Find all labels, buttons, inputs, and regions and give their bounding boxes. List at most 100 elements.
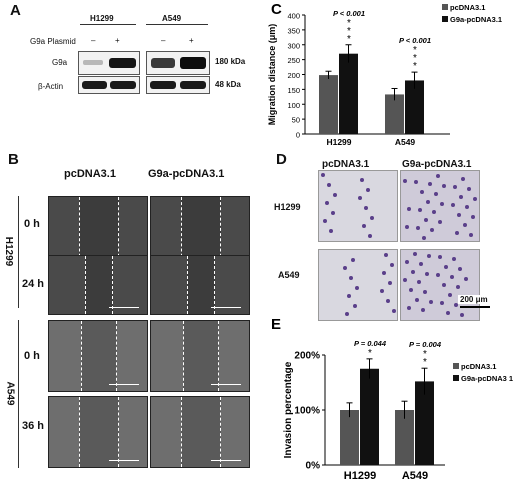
invasion-image: [400, 249, 480, 321]
y-tick-label: 100%: [294, 406, 320, 417]
invaded-cell: [327, 183, 331, 187]
scratch-image: [150, 255, 250, 315]
invaded-cell: [455, 231, 459, 235]
invaded-cell: [467, 187, 471, 191]
scale-bar-label: 200 μm: [458, 295, 490, 304]
invaded-cell: [429, 300, 433, 304]
p-value-label: P = 0.004: [409, 340, 442, 349]
timepoint-label-2: 24 h: [22, 278, 45, 290]
bar: [395, 410, 414, 465]
invaded-cell: [463, 223, 467, 227]
legend-swatch: [453, 363, 459, 369]
invaded-cell: [355, 286, 359, 290]
scratch-gap: [79, 397, 119, 467]
invaded-cell: [459, 195, 463, 199]
invaded-cell: [380, 289, 384, 293]
scratch-image: [48, 320, 148, 392]
blot-g9a-h1299: [78, 51, 140, 75]
invaded-cell: [460, 313, 464, 317]
bar: [405, 80, 424, 134]
scratch-gap: [81, 321, 117, 391]
band: [180, 81, 206, 89]
significance-star: *: [413, 53, 417, 64]
significance-star: *: [347, 26, 351, 37]
invaded-cell: [451, 203, 455, 207]
y-tick-label: 350: [287, 26, 300, 35]
group-label-a549: A549: [4, 381, 16, 406]
cell-line-label-h1299: H1299: [90, 14, 114, 23]
invaded-cell: [428, 182, 432, 186]
invaded-cell: [423, 290, 427, 294]
cell-line-label-a549: A549: [162, 14, 182, 23]
p-value-label: P = 0.044: [354, 339, 387, 348]
invaded-cell: [392, 309, 396, 313]
invaded-cell: [452, 257, 456, 261]
band: [82, 81, 107, 89]
condition-label-g9a: G9a-pcDNA3.1: [148, 168, 225, 180]
invasion-image: [318, 170, 398, 242]
invaded-cell: [360, 178, 364, 182]
invasion-image: [400, 170, 480, 242]
invaded-cell: [432, 210, 436, 214]
invaded-cell: [457, 213, 461, 217]
category-label: A549: [395, 137, 416, 147]
invaded-cell: [425, 272, 429, 276]
y-tick-label: 0: [296, 131, 300, 140]
invaded-cell: [469, 233, 473, 237]
invaded-cell: [351, 258, 355, 262]
invaded-cell: [440, 202, 444, 206]
invaded-cell: [419, 262, 423, 266]
legend-label: pcDNA3.1: [450, 3, 485, 12]
band: [109, 58, 136, 68]
invaded-cell: [411, 270, 415, 274]
invaded-cell: [465, 205, 469, 209]
panel-a-letter: A: [10, 2, 21, 19]
invaded-cell: [438, 220, 442, 224]
invaded-cell: [414, 180, 418, 184]
invaded-cell: [405, 260, 409, 264]
invaded-cell: [349, 276, 353, 280]
blot-g9a-a549: [146, 51, 210, 75]
invaded-cell: [362, 224, 366, 228]
scratch-gap: [187, 256, 215, 314]
invaded-cell: [321, 173, 325, 177]
chart-migration: C 0 50 100 150 200 250 300 350 400 Migration dista…: [267, 1, 502, 147]
p-value-label: P < 0.001: [333, 9, 365, 18]
category-label: H1299: [344, 470, 376, 482]
invaded-cell: [448, 293, 452, 297]
lane-sign-1: –: [91, 36, 96, 45]
legend-label: G9a-pcDNA3.1: [450, 15, 502, 24]
invaded-cell: [407, 306, 411, 310]
y-tick-label: 0%: [306, 461, 321, 472]
invaded-cell: [426, 200, 430, 204]
invaded-cell: [345, 312, 349, 316]
scale-bar: [109, 307, 139, 308]
protein-label-actin: β-Actin: [38, 82, 64, 91]
invaded-cell: [386, 299, 390, 303]
bar: [340, 410, 359, 465]
invaded-cell: [418, 208, 422, 212]
panel-b-letter: B: [8, 151, 19, 168]
invaded-cell: [442, 283, 446, 287]
lane-sign-2: +: [115, 36, 120, 45]
legend-label: pcDNA3.1: [461, 362, 496, 371]
scale-bar: [211, 384, 241, 385]
legend-swatch: [442, 4, 448, 10]
invaded-cell: [424, 218, 428, 222]
size-label-g9a: 180 kDa: [215, 57, 246, 66]
invaded-cell: [430, 228, 434, 232]
invaded-cell: [325, 201, 329, 205]
y-tick-label: 100: [287, 101, 300, 110]
scratch-gap: [183, 321, 219, 391]
scale-bar: [211, 460, 241, 461]
scale-bar: [460, 306, 490, 308]
band: [150, 81, 176, 89]
blot-actin-h1299: [78, 76, 140, 94]
band: [110, 81, 136, 89]
invasion-condition-pcdna: pcDNA3.1: [322, 159, 370, 170]
invaded-cell: [444, 265, 448, 269]
band: [151, 58, 175, 68]
invaded-cell: [323, 219, 327, 223]
invaded-cell: [329, 229, 333, 233]
